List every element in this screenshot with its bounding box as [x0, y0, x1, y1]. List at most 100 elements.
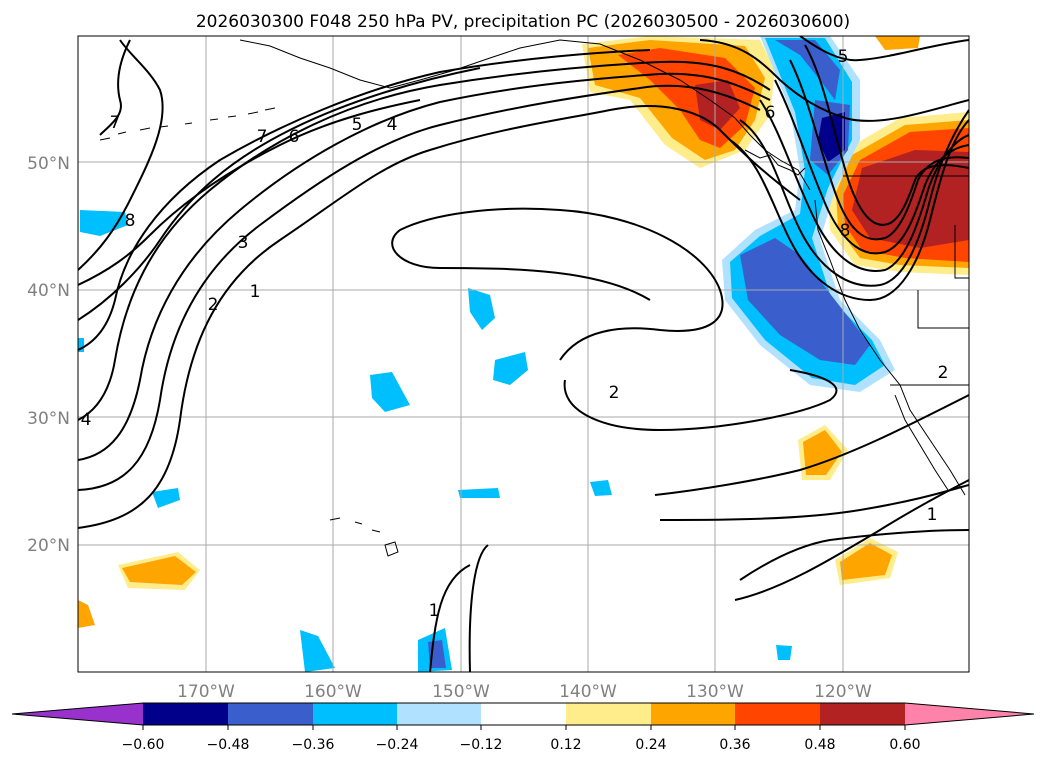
pv-contour-trough-1 [563, 369, 838, 432]
colorbar-swatch [313, 703, 397, 725]
pv-label: 2 [938, 363, 949, 383]
colorbar-extend-min [12, 703, 143, 725]
colorbar-tick-label: −0.24 [376, 737, 419, 753]
pv-label: 7 [110, 113, 121, 133]
coast-alaska [239, 39, 811, 191]
pv-label: 7 [257, 127, 268, 147]
pv-contour-trough-2 [654, 394, 969, 496]
pv-contour-ridge-7 [699, 39, 969, 122]
hawaii [329, 517, 399, 557]
colorbar-tick-label: −0.36 [292, 737, 335, 753]
pv-label: 1 [927, 505, 938, 525]
coast-west-us [814, 199, 966, 496]
precip-positive-blob-5 [78, 600, 95, 628]
pv-contour-trough-4 [734, 479, 969, 601]
colorbar-swatch [651, 703, 735, 725]
colorbar-ticks [142, 725, 906, 730]
lon-tick-label: 140°W [559, 682, 617, 702]
pv-contour-5 [78, 49, 651, 351]
pv-contour-8 [78, 39, 164, 271]
precip-positive-blob-2-mid [803, 430, 842, 475]
pv-label: 1 [429, 601, 440, 621]
pv-contour-ridge-3 [759, 99, 969, 272]
border-state-1 [917, 290, 969, 329]
pv-label: 2 [208, 295, 219, 315]
lat-tick-label: 50°N [27, 154, 70, 174]
pv-label: 4 [387, 115, 398, 135]
precip-positive-blob-1-mid [122, 556, 196, 585]
precip-negative-blob-3 [493, 352, 528, 385]
pv-label: 3 [238, 233, 249, 253]
precip-negative-blob-6 [458, 488, 500, 498]
colorbar-tick-label: −0.48 [207, 737, 250, 753]
colorbar-tick-labels: −0.60 −0.48 −0.36 −0.24 −0.12 0.12 0.24 … [122, 737, 921, 753]
pv-contour-ridge-8 [799, 36, 969, 62]
border-state-2 [954, 225, 969, 279]
lat-tick-label: 20°N [27, 536, 70, 556]
pv-contour-4 [78, 60, 771, 421]
coast-bc-islands [744, 149, 806, 176]
lon-tick-label: 150°W [432, 682, 490, 702]
colorbar-swatch [820, 703, 905, 725]
colorbar-tick-label: 0.24 [635, 737, 666, 753]
colorbar-swatch [143, 703, 228, 725]
precip-negative-blob-8 [300, 630, 335, 672]
lon-tick-label: 120°W [814, 682, 872, 702]
pv-label: 8 [125, 211, 136, 231]
pv-contour-2 [78, 84, 761, 491]
lat-tick-label: 30°N [27, 409, 70, 429]
precip-negative-blob-1 [80, 210, 128, 236]
precip-negative-blob-5 [152, 488, 180, 508]
pv-label: 4 [81, 410, 92, 430]
precip-positive-blob-3-mid [840, 543, 892, 580]
colorbar-swatch [228, 703, 313, 725]
colorbar-tick-label: 0.60 [889, 737, 920, 753]
pv-contour-1 [78, 105, 801, 529]
pv-contour-south-2 [468, 544, 489, 672]
precip-negative-blob-4 [370, 372, 410, 412]
precip-negative-blob-7 [590, 480, 612, 496]
pv-contour-trough-5 [739, 529, 969, 581]
pv-label: 5 [352, 115, 363, 135]
precip-positive-blob-4 [875, 36, 920, 50]
pv-contour-ridge-2 [739, 109, 969, 287]
pv-contour-6 [78, 67, 481, 321]
lon-tick-label: 160°W [304, 682, 362, 702]
pv-contour-nw [99, 39, 131, 136]
pv-label: 8 [840, 221, 851, 241]
precip-negative-blob-2 [468, 288, 495, 330]
colorbar-swatch [481, 703, 566, 725]
colorbar-swatch [735, 703, 820, 725]
coastlines [99, 39, 969, 557]
figure-title: 2026030300 F048 250 hPa PV, precipitatio… [196, 12, 850, 32]
precip-negative-coast-peak [818, 112, 845, 162]
map-frame [77, 35, 970, 673]
pv-label: 6 [289, 127, 300, 147]
pv-contour-ridge-1 [729, 119, 969, 302]
pv-label: 1 [250, 282, 261, 302]
lon-tick-label: 170°W [177, 682, 235, 702]
pv-contour-7 [78, 99, 421, 286]
pv-contour-labels: 7 7 6 5 4 3 2 1 8 6 5 8 2 2 1 1 4 [81, 47, 949, 621]
pv-contour-ridge-6 [804, 44, 969, 226]
pv-contour-trough-3 [659, 484, 969, 521]
colorbar-swatch [397, 703, 481, 725]
pv-contour-ridge-4 [774, 79, 969, 255]
colorbar-tick-label: −0.12 [460, 737, 503, 753]
colorbar-tick-label: 0.48 [804, 737, 835, 753]
lon-tick-labels: 170°W 160°W 150°W 140°W 130°W 120°W [177, 682, 872, 702]
coast-aleutians [99, 107, 276, 141]
lon-tick-label: 130°W [686, 682, 744, 702]
pv-contours [78, 36, 969, 672]
colorbar-tick-label: 0.12 [550, 737, 581, 753]
pv-contour-eddy [391, 207, 724, 361]
colorbar: −0.60 −0.48 −0.36 −0.24 −0.12 0.12 0.24 … [11, 702, 1035, 753]
lat-tick-labels: 50°N 40°N 30°N 20°N [27, 154, 70, 556]
map-panel: 7 7 6 5 4 3 2 1 8 6 5 8 2 2 1 1 4 [77, 35, 970, 673]
coast-baja [894, 394, 949, 491]
pv-label: 5 [838, 47, 849, 67]
colorbar-tick-label: 0.36 [719, 737, 750, 753]
pv-label: 2 [609, 383, 620, 403]
lat-tick-label: 40°N [27, 281, 70, 301]
